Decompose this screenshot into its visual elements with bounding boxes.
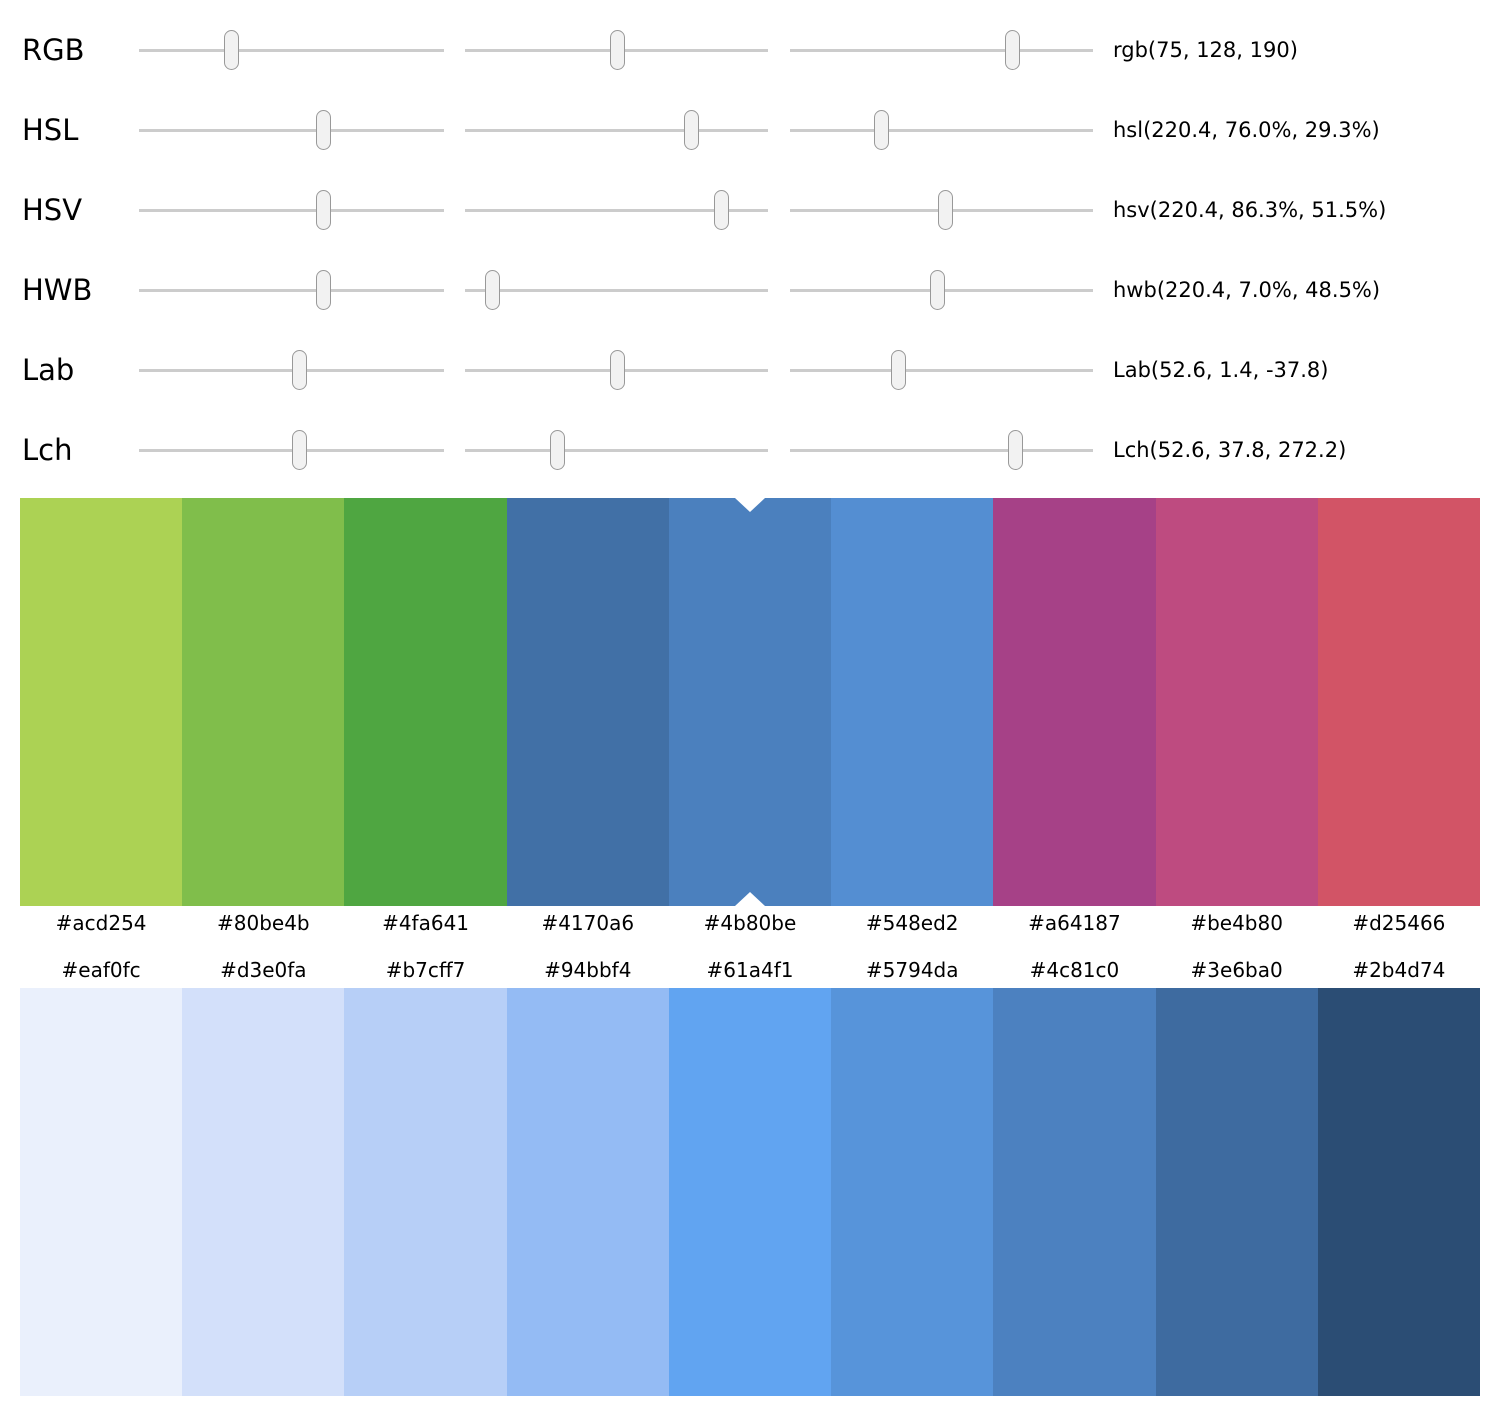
palette-swatch[interactable]	[344, 498, 507, 906]
slider-thumb[interactable]	[316, 190, 332, 230]
slider-thumb[interactable]	[891, 350, 907, 390]
slider-track-3[interactable]	[790, 190, 1093, 230]
colorspace-label: HWB	[22, 273, 93, 307]
hex-label: #548ed2	[865, 911, 959, 935]
palette-swatch[interactable]	[1155, 988, 1318, 1396]
hex-label: #4fa641	[382, 911, 470, 935]
palette-swatch[interactable]	[831, 498, 994, 906]
palette-swatch[interactable]	[1155, 498, 1318, 906]
hex-label: #5794da	[865, 958, 959, 982]
slider-track-2[interactable]	[465, 350, 768, 390]
slider-track-2[interactable]	[465, 270, 768, 310]
slider-thumb[interactable]	[549, 430, 565, 470]
hue-variation-hex-labels: #acd254 #80be4b #4fa641 #4170a6 #4b80be #548e…	[20, 909, 1480, 937]
palette-swatch[interactable]	[668, 988, 832, 1396]
slider-track-1[interactable]	[139, 110, 444, 150]
hex-label: #4170a6	[541, 911, 635, 935]
hex-label: #d25466	[1352, 911, 1446, 935]
hex-label: #a64187	[1028, 911, 1121, 935]
palette-swatch[interactable]	[993, 988, 1156, 1396]
hex-label: #d3e0fa	[220, 958, 307, 982]
hex-label: #61a4f1	[706, 958, 794, 982]
lightness-scale-palette-strip	[20, 988, 1480, 1396]
slider-thumb[interactable]	[291, 350, 307, 390]
hex-label: #3e6ba0	[1190, 958, 1283, 982]
hex-label: #be4b80	[1190, 911, 1283, 935]
slider-thumb[interactable]	[291, 430, 307, 470]
hue-variation-palette-strip	[20, 498, 1480, 906]
colorspace-label: Lch	[22, 433, 73, 467]
slider-thumb[interactable]	[609, 30, 625, 70]
color-value-text: hsl(220.4, 76.0%, 29.3%)	[1113, 118, 1380, 142]
palette-swatch[interactable]	[506, 498, 669, 906]
slider-track-2[interactable]	[465, 30, 768, 70]
slider-track-2[interactable]	[465, 430, 768, 470]
slider-track-2[interactable]	[465, 110, 768, 150]
slider-track-3[interactable]	[790, 430, 1093, 470]
slider-track-1[interactable]	[139, 430, 444, 470]
selected-swatch-bottom-marker-icon	[734, 892, 765, 906]
color-value-text: Lab(52.6, 1.4, -37.8)	[1113, 358, 1329, 382]
slider-row: HSV hsv(220.4, 86.3%, 51.5%)	[0, 186, 1501, 234]
colorspace-label: HSV	[22, 193, 83, 227]
colorspace-label: Lab	[22, 353, 75, 387]
slider-thumb[interactable]	[929, 270, 945, 310]
palette-swatch[interactable]	[344, 988, 507, 1396]
slider-thumb[interactable]	[316, 270, 332, 310]
slider-row: Lab Lab(52.6, 1.4, -37.8)	[0, 346, 1501, 394]
slider-track-1[interactable]	[139, 350, 444, 390]
slider-row: HSL hsl(220.4, 76.0%, 29.3%)	[0, 106, 1501, 154]
slider-thumb[interactable]	[610, 350, 626, 390]
palette-swatch[interactable]	[831, 988, 994, 1396]
slider-row: Lch Lch(52.6, 37.8, 272.2)	[0, 426, 1501, 474]
slider-row: HWB hwb(220.4, 7.0%, 48.5%)	[0, 266, 1501, 314]
hex-label: #2b4d74	[1352, 958, 1446, 982]
palette-swatch[interactable]	[506, 988, 669, 1396]
color-value-text: Lch(52.6, 37.8, 272.2)	[1113, 438, 1347, 462]
colorspace-slider-panel: RGB rgb(75, 128, 190) HSL hsl(220.4, 76.…	[0, 0, 1501, 490]
slider-track-3[interactable]	[790, 30, 1093, 70]
slider-thumb[interactable]	[1007, 430, 1023, 470]
palette-swatch[interactable]	[182, 988, 345, 1396]
slider-track-3[interactable]	[790, 110, 1093, 150]
slider-thumb[interactable]	[224, 30, 240, 70]
slider-track-1[interactable]	[139, 190, 444, 230]
lightness-scale-hex-labels: #eaf0fc #d3e0fa #b7cff7 #94bbf4 #61a4f1 #5794…	[20, 956, 1480, 984]
slider-thumb[interactable]	[713, 190, 729, 230]
slider-thumb[interactable]	[1004, 30, 1020, 70]
palette-swatch[interactable]	[1317, 988, 1480, 1396]
colorspace-label: HSL	[22, 113, 79, 147]
hex-label: #4c81c0	[1029, 958, 1120, 982]
palette-swatch[interactable]	[668, 498, 832, 906]
palette-swatch[interactable]	[182, 498, 345, 906]
selected-swatch-top-marker-icon	[734, 498, 765, 512]
slider-track-1[interactable]	[139, 270, 444, 310]
hex-label: #b7cff7	[385, 958, 466, 982]
color-value-text: hwb(220.4, 7.0%, 48.5%)	[1113, 278, 1381, 302]
slider-thumb[interactable]	[683, 110, 699, 150]
slider-row: RGB rgb(75, 128, 190)	[0, 26, 1501, 74]
slider-track-3[interactable]	[790, 350, 1093, 390]
hex-label: #4b80be	[703, 911, 797, 935]
slider-thumb[interactable]	[316, 110, 332, 150]
color-value-text: rgb(75, 128, 190)	[1113, 38, 1298, 62]
slider-thumb[interactable]	[485, 270, 501, 310]
palette-swatch[interactable]	[993, 498, 1156, 906]
colorspace-label: RGB	[22, 33, 85, 67]
slider-track-3[interactable]	[790, 270, 1093, 310]
hex-label: #94bbf4	[544, 958, 632, 982]
palette-swatch[interactable]	[20, 988, 183, 1396]
slider-track-2[interactable]	[465, 190, 768, 230]
hex-label: #eaf0fc	[61, 958, 141, 982]
hex-label: #acd254	[55, 911, 147, 935]
palette-swatch[interactable]	[1317, 498, 1480, 906]
palette-swatch[interactable]	[20, 498, 183, 906]
slider-track-1[interactable]	[139, 30, 444, 70]
color-value-text: hsv(220.4, 86.3%, 51.5%)	[1113, 198, 1387, 222]
hex-label: #80be4b	[217, 911, 310, 935]
slider-thumb[interactable]	[874, 110, 890, 150]
slider-thumb[interactable]	[938, 190, 954, 230]
